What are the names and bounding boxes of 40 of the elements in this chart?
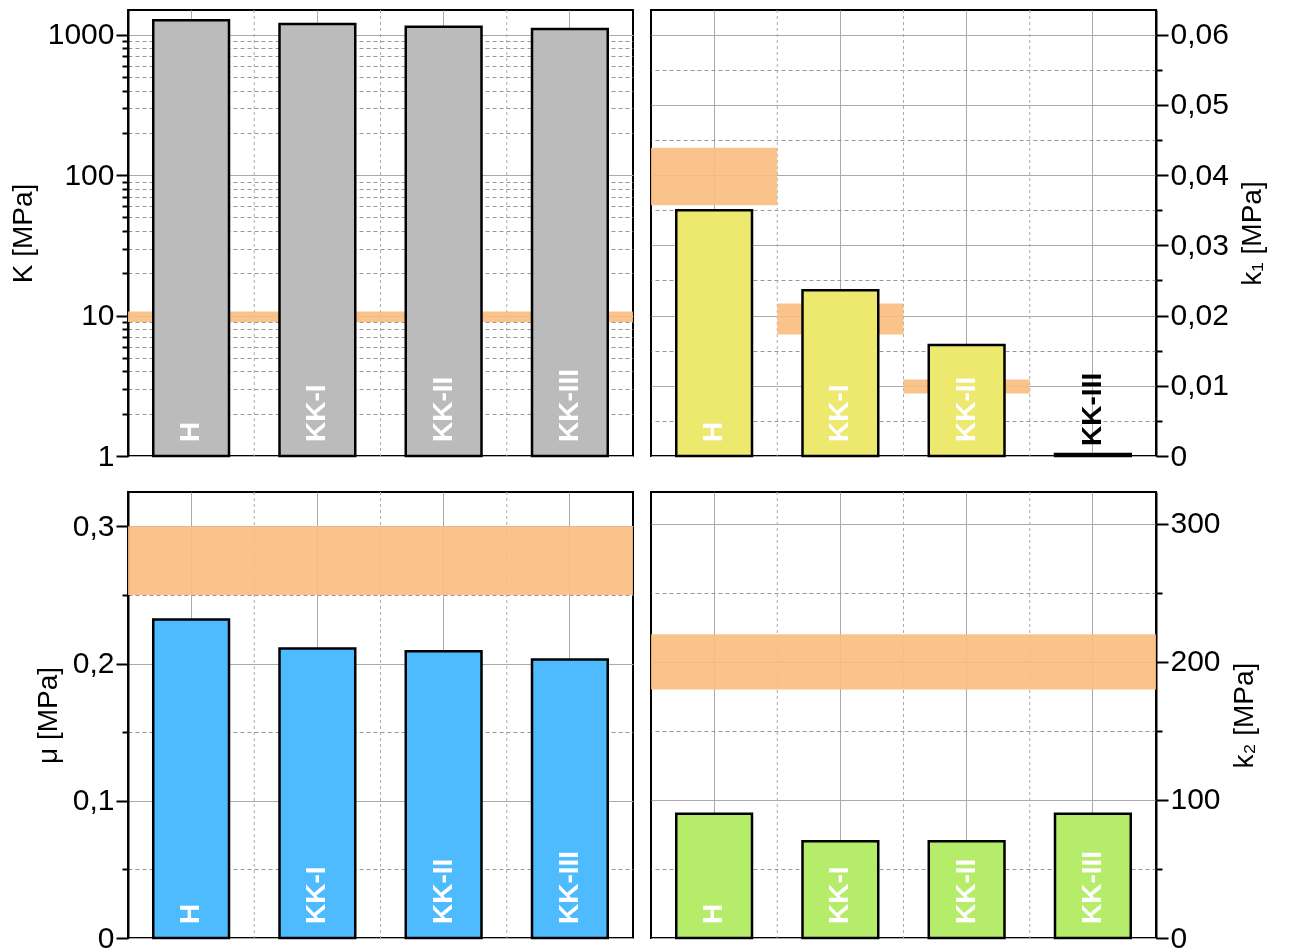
y2-tick-label: 0,04 (1170, 157, 1229, 191)
y-tick-label: 100 (64, 157, 115, 191)
y-axis-title: K [MPa] (6, 183, 38, 284)
y-tick-label: 0 (97, 920, 115, 948)
x-tick-label: KK-III (552, 368, 584, 442)
x-tick-label: H (697, 903, 729, 924)
y2-tick-label: 0,05 (1170, 87, 1229, 121)
x-tick-label: KK-I (300, 866, 332, 924)
y2-tick-label: 0,01 (1170, 368, 1229, 402)
y2-tick-label: 100 (1170, 782, 1221, 816)
x-tick-label: KK-III (552, 850, 584, 924)
y2-tick-label: 0,02 (1170, 298, 1229, 332)
y2-tick-label: 200 (1170, 644, 1221, 678)
x-tick-label: KK-I (300, 384, 332, 442)
x-tick-label: H (174, 903, 206, 924)
x-tick-label: KK-II (426, 858, 458, 924)
y2-axis-title: k₁ [MPa] (1235, 181, 1267, 286)
y2-tick-label: 0 (1170, 438, 1188, 472)
y-tick-label: 0,3 (72, 508, 115, 542)
y-tick-label: 1000 (47, 17, 115, 51)
y2-axis-title: k₂ [MPa] (1227, 662, 1259, 769)
y-axis-title: μ [MPa] (31, 666, 63, 765)
y2-tick-label: 300 (1170, 506, 1221, 540)
y-tick-label: 1 (97, 438, 115, 472)
y-tick-label: 0,2 (72, 646, 115, 680)
x-tick-label: KK-III (1075, 372, 1107, 446)
x-tick-label: KK-II (949, 858, 981, 924)
x-tick-label: KK-I (823, 866, 855, 924)
y2-tick-label: 0 (1170, 920, 1188, 948)
y2-tick-label: 0,03 (1170, 227, 1229, 261)
x-tick-label: KK-II (949, 376, 981, 442)
y-tick-label: 0,1 (72, 783, 115, 817)
x-tick-label: KK-III (1075, 850, 1107, 924)
y-tick-label: 10 (81, 298, 115, 332)
y2-tick-label: 0,06 (1170, 17, 1229, 51)
x-tick-label: H (174, 421, 206, 442)
x-tick-label: H (697, 421, 729, 442)
x-tick-label: KK-I (823, 384, 855, 442)
bar (651, 147, 778, 206)
x-tick-label: KK-II (426, 376, 458, 442)
